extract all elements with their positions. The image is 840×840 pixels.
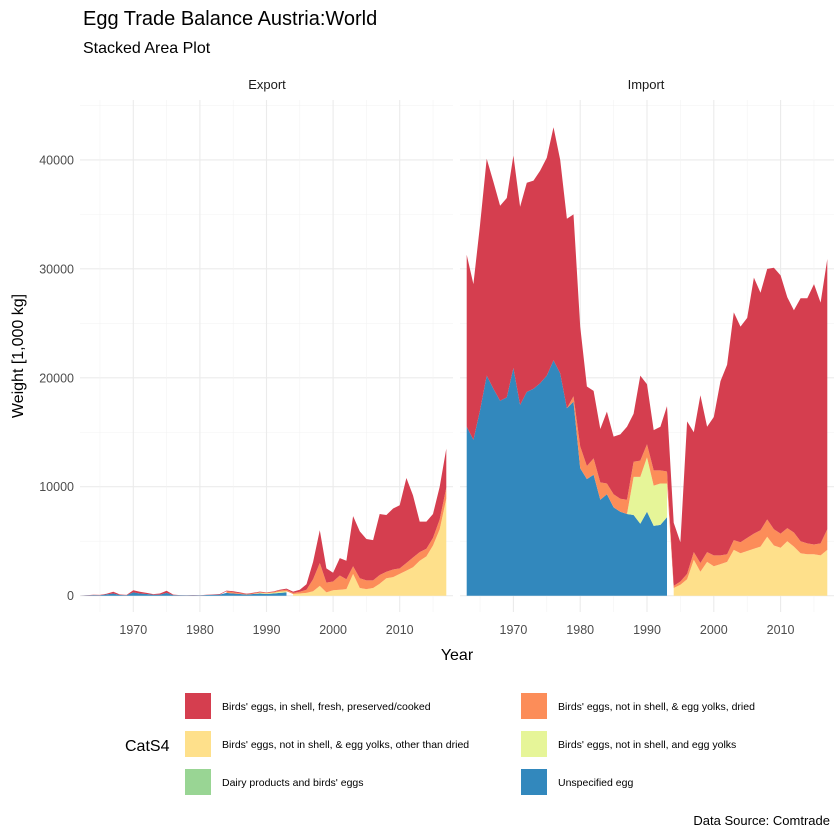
legend: CatS4 Birds' eggs, in shell, fresh, pres… bbox=[125, 693, 755, 795]
caption: Data Source: Comtrade bbox=[693, 813, 830, 828]
legend-swatch bbox=[521, 693, 547, 719]
area-import-other bbox=[673, 536, 828, 596]
y-tick-label: 30000 bbox=[39, 262, 74, 276]
area-export-other bbox=[293, 498, 447, 596]
legend-item-label: Birds' eggs, not in shell, and egg yolks bbox=[558, 739, 736, 751]
x-tick-label: 1990 bbox=[633, 623, 661, 637]
legend-swatch bbox=[185, 693, 211, 719]
panel-import: Import 1970 1980 1990 2000 2010 bbox=[460, 77, 834, 637]
area-import-notshell bbox=[627, 457, 667, 526]
panel-import-areas bbox=[466, 127, 828, 596]
area-import-shell bbox=[466, 127, 828, 586]
x-tick-label: 2000 bbox=[319, 623, 347, 637]
panel-import-x-ticks: 1970 1980 1990 2000 2010 bbox=[500, 623, 795, 637]
legend-item-label: Birds' eggs, not in shell, & egg yolks, … bbox=[558, 701, 755, 713]
legend-swatch bbox=[185, 769, 211, 795]
legend-item-label: Birds' eggs, in shell, fresh, preserved/… bbox=[222, 701, 431, 713]
area-export-notshell bbox=[253, 591, 287, 594]
panel-export-strip-label: Export bbox=[248, 77, 286, 92]
x-axis-title: Year bbox=[441, 647, 474, 664]
x-tick-label: 1990 bbox=[253, 623, 281, 637]
panel-export-grid bbox=[80, 100, 453, 612]
chart-title: Egg Trade Balance Austria:World bbox=[83, 8, 377, 30]
x-tick-label: 1980 bbox=[566, 623, 594, 637]
area-import-dried bbox=[566, 396, 828, 588]
x-tick-label: 1970 bbox=[119, 623, 147, 637]
y-axis-ticks: 0 10000 20000 30000 40000 bbox=[39, 153, 74, 603]
chart-subtitle: Stacked Area Plot bbox=[83, 40, 211, 57]
y-tick-label: 40000 bbox=[39, 153, 74, 167]
area-import-unspec bbox=[466, 360, 667, 596]
panel-import-strip-label: Import bbox=[628, 77, 665, 92]
legend-swatch bbox=[521, 731, 547, 757]
legend-item-label: Birds' eggs, not in shell, & egg yolks, … bbox=[222, 739, 469, 751]
legend-item-label: Unspecified egg bbox=[558, 777, 633, 789]
x-tick-label: 2010 bbox=[386, 623, 414, 637]
panel-export-areas bbox=[80, 448, 447, 596]
area-export-unspec bbox=[80, 592, 287, 596]
legend-title: CatS4 bbox=[125, 738, 170, 755]
x-tick-label: 1980 bbox=[186, 623, 214, 637]
x-tick-label: 2000 bbox=[700, 623, 728, 637]
y-axis-title: Weight [1,000 kg] bbox=[10, 294, 27, 418]
y-tick-label: 20000 bbox=[39, 371, 74, 385]
legend-swatch bbox=[185, 731, 211, 757]
x-tick-label: 1970 bbox=[500, 623, 528, 637]
x-tick-label: 2010 bbox=[767, 623, 795, 637]
y-tick-label: 0 bbox=[67, 589, 74, 603]
area-export-shell bbox=[80, 448, 447, 596]
y-tick-label: 10000 bbox=[39, 480, 74, 494]
legend-swatch bbox=[521, 769, 547, 795]
panel-export-x-ticks: 1970 1980 1990 2000 2010 bbox=[119, 623, 413, 637]
legend-item-label: Dairy products and birds' eggs bbox=[222, 777, 364, 789]
panel-export: Export 1970 1980 1990 2000 2010 bbox=[80, 77, 453, 637]
